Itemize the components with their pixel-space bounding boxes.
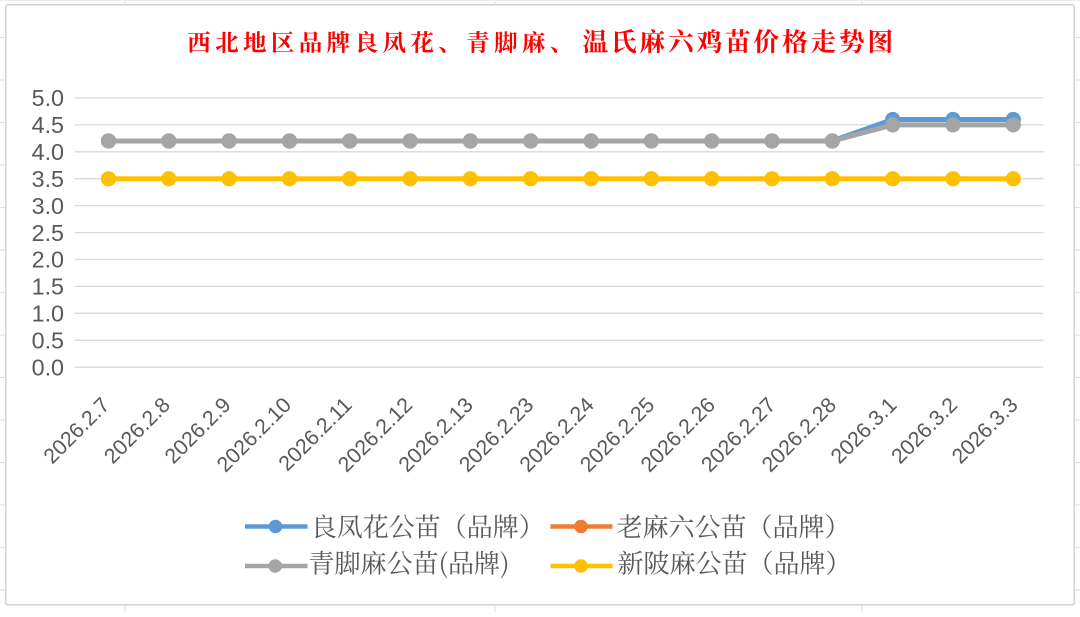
svg-text:1.0: 1.0 [32, 301, 64, 327]
svg-text:2.0: 2.0 [32, 247, 64, 273]
svg-text:0.5: 0.5 [32, 328, 64, 354]
svg-text:0.0: 0.0 [32, 354, 64, 380]
svg-text:3.0: 3.0 [32, 193, 64, 219]
svg-text:1.5: 1.5 [32, 274, 64, 300]
svg-text:2.5: 2.5 [32, 220, 64, 246]
svg-text:3.5: 3.5 [32, 166, 64, 192]
svg-text:4.5: 4.5 [32, 112, 64, 138]
svg-text:4.0: 4.0 [32, 139, 64, 165]
svg-text:5.0: 5.0 [32, 85, 64, 111]
